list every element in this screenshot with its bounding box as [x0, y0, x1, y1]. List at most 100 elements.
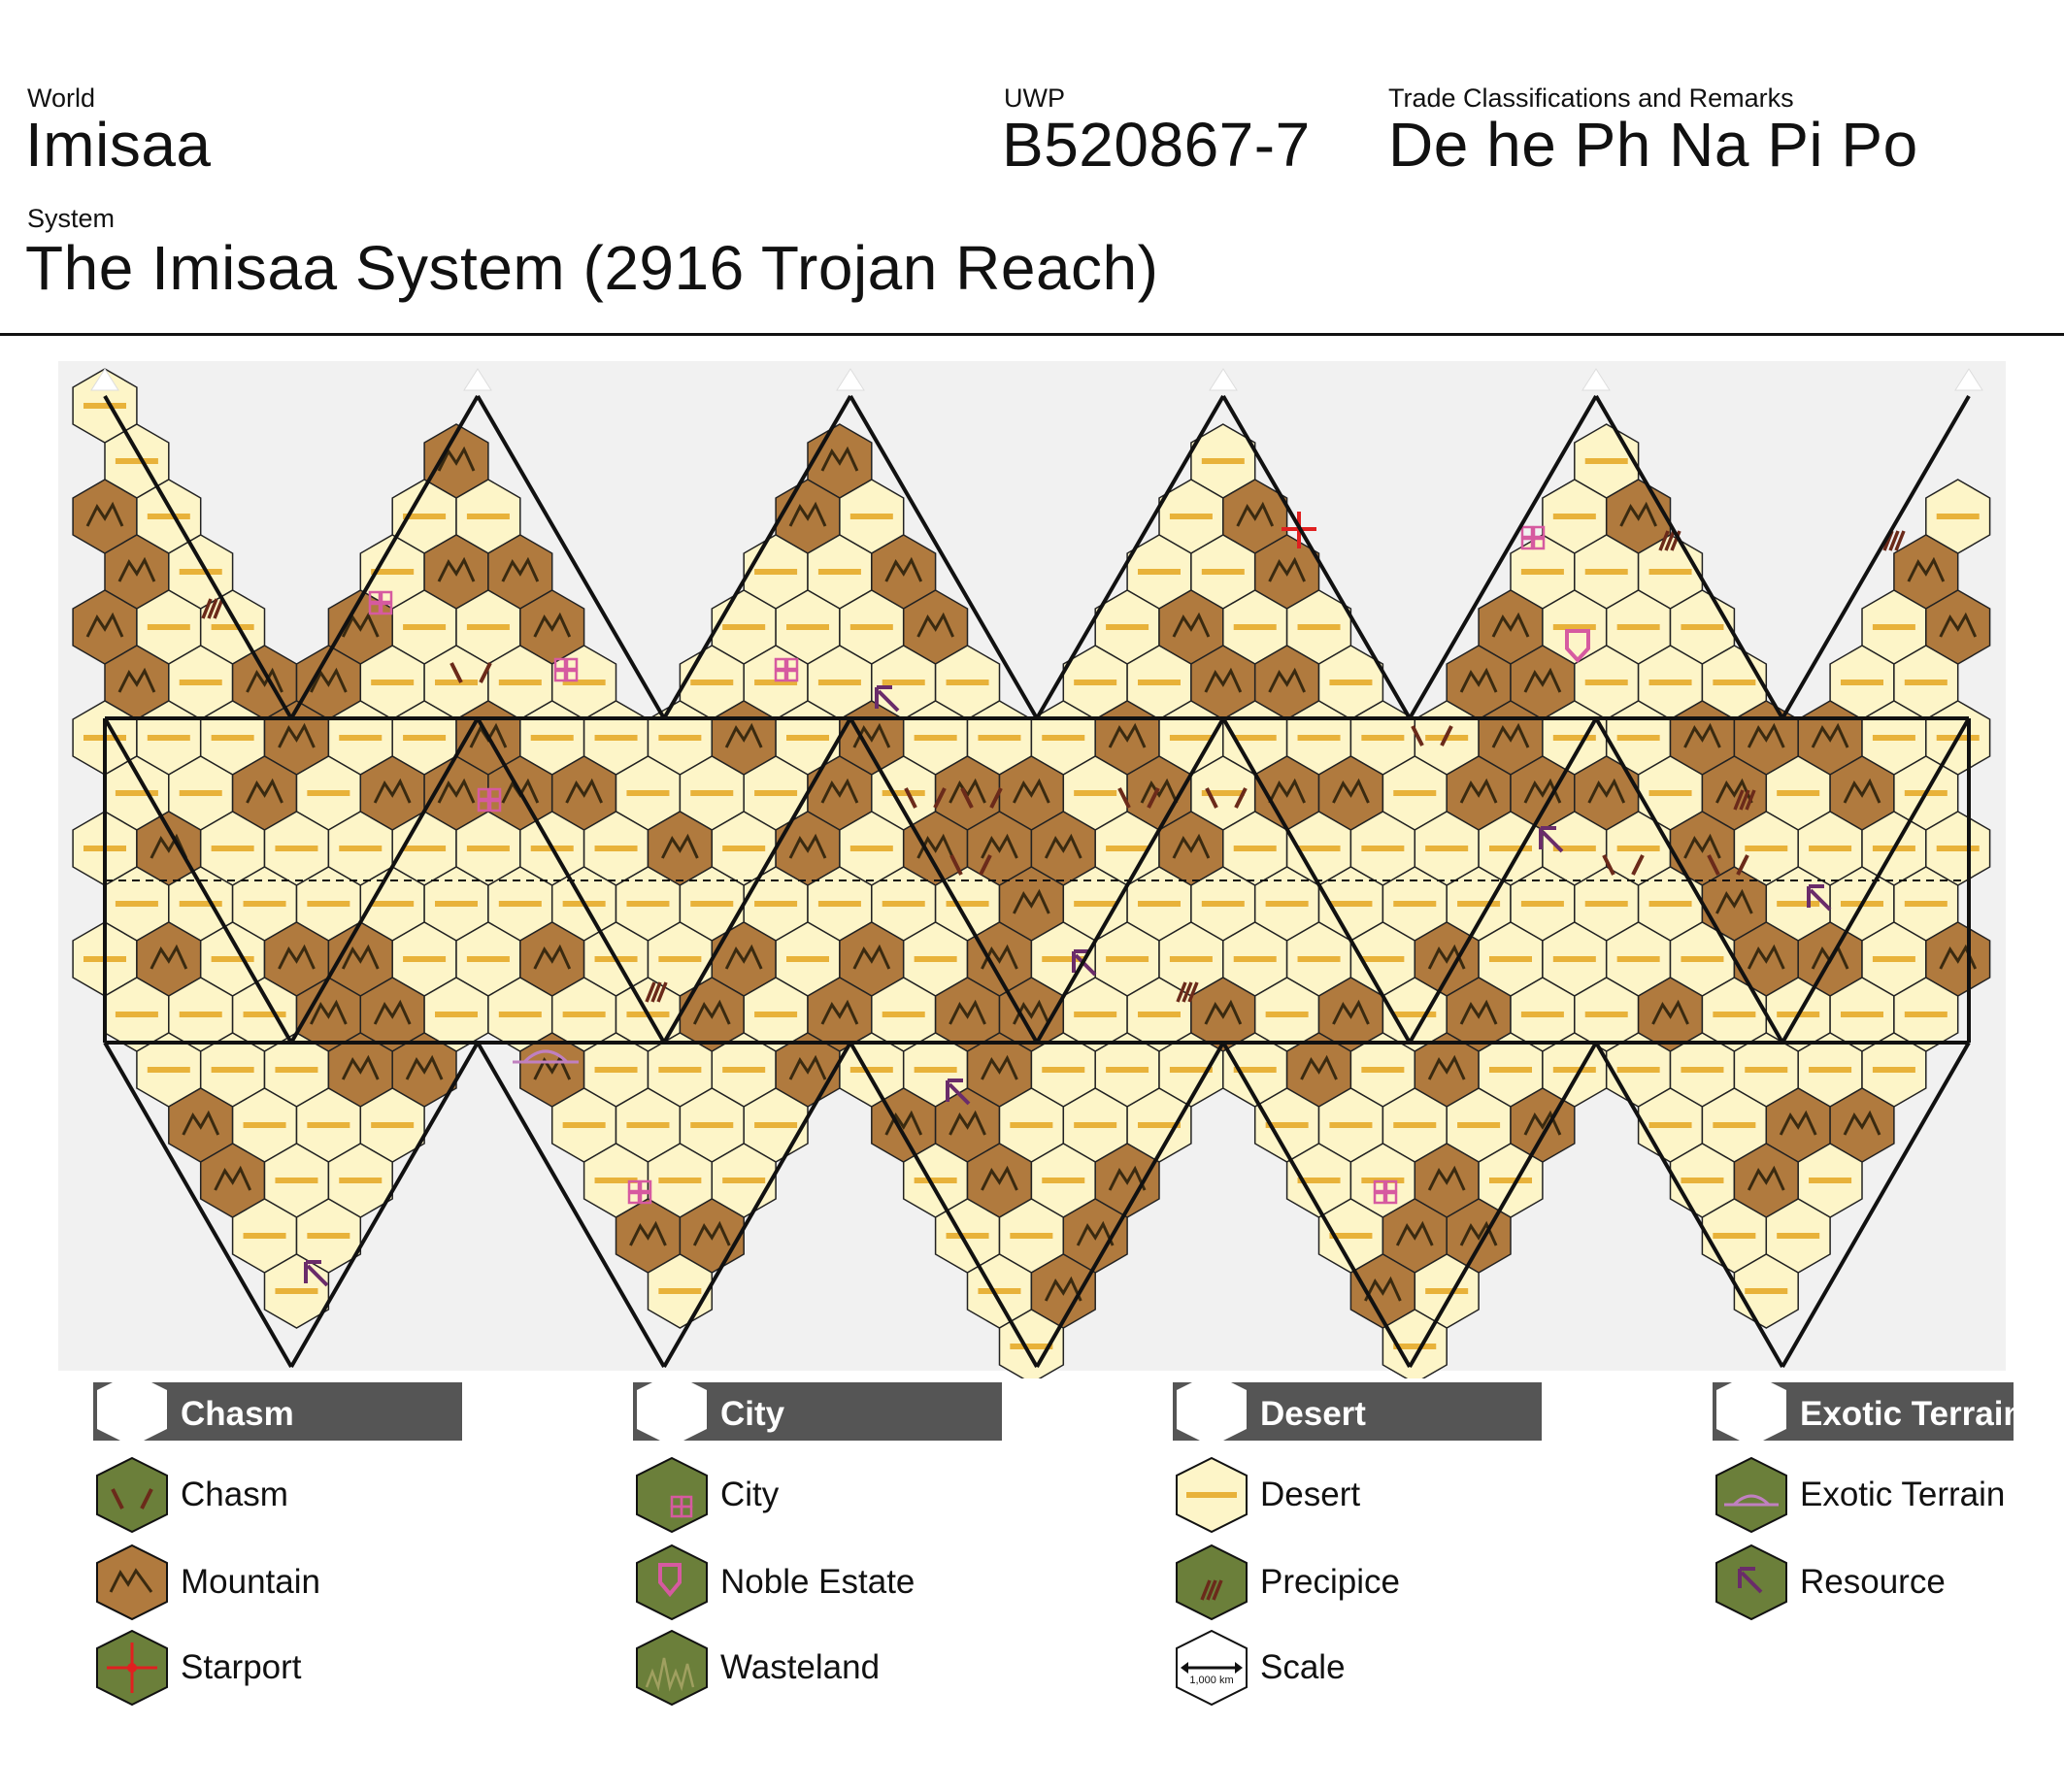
desert-icon: [594, 846, 638, 851]
desert-icon: [1648, 901, 1692, 907]
mountain-icon: [1747, 722, 1785, 748]
desert-icon: [1329, 1233, 1373, 1239]
desert-icon: [1297, 1178, 1341, 1183]
desert-icon: [914, 1067, 957, 1073]
desert-icon: [1904, 1012, 1947, 1017]
desert-icon: [882, 790, 925, 796]
desert-icon: [371, 569, 415, 575]
desert-icon: [1520, 569, 1564, 575]
chasm-icon: [1707, 854, 1749, 876]
desert-icon: [1042, 1067, 1085, 1073]
chasm-icon: [960, 787, 1003, 809]
desert-icon: [658, 956, 702, 962]
mountain-icon: [501, 556, 540, 582]
mountain-icon: [214, 1165, 252, 1191]
desert-icon: [1265, 901, 1309, 907]
desert-icon: [1137, 901, 1181, 907]
desert-icon: [562, 1122, 606, 1128]
desert-icon: [562, 1012, 606, 1017]
desert-icon: [562, 680, 606, 685]
desert-icon: [1106, 624, 1149, 630]
mountain-icon: [1523, 667, 1562, 693]
mountain-icon: [1044, 833, 1082, 859]
apex-marker: [1954, 368, 1983, 391]
desert-icon: [1201, 901, 1245, 907]
desert-icon: [115, 458, 158, 464]
world-name: Imisaa: [25, 110, 212, 180]
desert-icon: [1425, 1288, 1469, 1294]
desert-icon: [147, 514, 190, 519]
mountain-icon: [1204, 667, 1243, 693]
mountain-icon: [85, 501, 124, 527]
mountain-icon: [310, 667, 348, 693]
desert-icon: [1809, 846, 1852, 851]
mountain-icon: [1204, 999, 1243, 1025]
desert-icon: [658, 1067, 702, 1073]
legend-label: Chasm: [181, 1476, 288, 1513]
desert-icon: [1169, 1067, 1213, 1073]
mountain-icon: [150, 833, 188, 859]
desert-icon: [754, 1012, 798, 1017]
desert-icon: [1648, 569, 1692, 575]
mountain-icon: [820, 999, 859, 1025]
mountain-icon: [1459, 667, 1498, 693]
desert-icon: [882, 1012, 925, 1017]
desert-icon: [403, 846, 447, 851]
legend-label: City: [720, 1476, 780, 1513]
desert-icon: [1616, 624, 1660, 630]
city-icon: [1520, 525, 1546, 550]
desert-icon: [626, 790, 670, 796]
desert-icon: [1809, 1178, 1852, 1183]
starport-icon: [96, 1629, 168, 1707]
desert-icon: [1552, 514, 1596, 519]
desert-icon: [211, 624, 254, 630]
desert-icon: [179, 1012, 222, 1017]
icosahedron-outline: [90, 368, 1983, 1368]
desert-icon: [1074, 790, 1117, 796]
desert-icon: [785, 624, 829, 630]
precipice-icon: [1176, 1543, 1248, 1621]
desert-icon: [1169, 956, 1213, 962]
mountain-icon: [820, 778, 859, 804]
desert-icon: [1488, 846, 1532, 851]
mountain-icon: [1779, 1110, 1817, 1136]
desert-icon: [946, 1233, 989, 1239]
desert-icon: [754, 790, 798, 796]
desert-icon: [1648, 790, 1692, 796]
desert-icon: [1584, 458, 1628, 464]
apex-marker: [90, 368, 119, 391]
mountain-icon: [1811, 722, 1849, 748]
mountain-icon: [85, 612, 124, 638]
desert-icon: [83, 403, 126, 409]
mountain-icon: [1715, 778, 1753, 804]
mountain-icon: [692, 1220, 731, 1246]
mountain-icon: [884, 1110, 923, 1136]
desert-icon: [179, 569, 222, 575]
mountain-icon: [1939, 612, 1978, 638]
desert-icon: [1648, 680, 1692, 685]
desert-icon: [434, 901, 478, 907]
desert-icon: [1488, 956, 1532, 962]
mountain-icon: [1395, 1220, 1434, 1246]
desert-icon: [1361, 735, 1405, 741]
mountain-icon: [1747, 944, 1785, 970]
scale-icon: 1,000 km: [1176, 1629, 1248, 1707]
desert-icon: [1074, 1122, 1117, 1128]
desert-icon: [1425, 846, 1469, 851]
desert-icon: [1777, 1233, 1820, 1239]
desert-icon: [1361, 1067, 1405, 1073]
desert-icon: [849, 846, 893, 851]
mountain-icon: [1108, 1165, 1147, 1191]
resource-icon: [1072, 949, 1097, 977]
desert-icon: [914, 1178, 957, 1183]
desert-icon: [403, 956, 447, 962]
desert-icon: [498, 1012, 542, 1017]
desert-icon: [371, 901, 415, 907]
desert-icon: [817, 680, 861, 685]
desert-icon: [1297, 846, 1341, 851]
mountain-icon: [1364, 1276, 1402, 1302]
chasm-icon: [1602, 854, 1645, 876]
blank-hex-icon: [637, 1373, 707, 1446]
desert-icon: [690, 790, 734, 796]
desert-icon: [1169, 514, 1213, 519]
